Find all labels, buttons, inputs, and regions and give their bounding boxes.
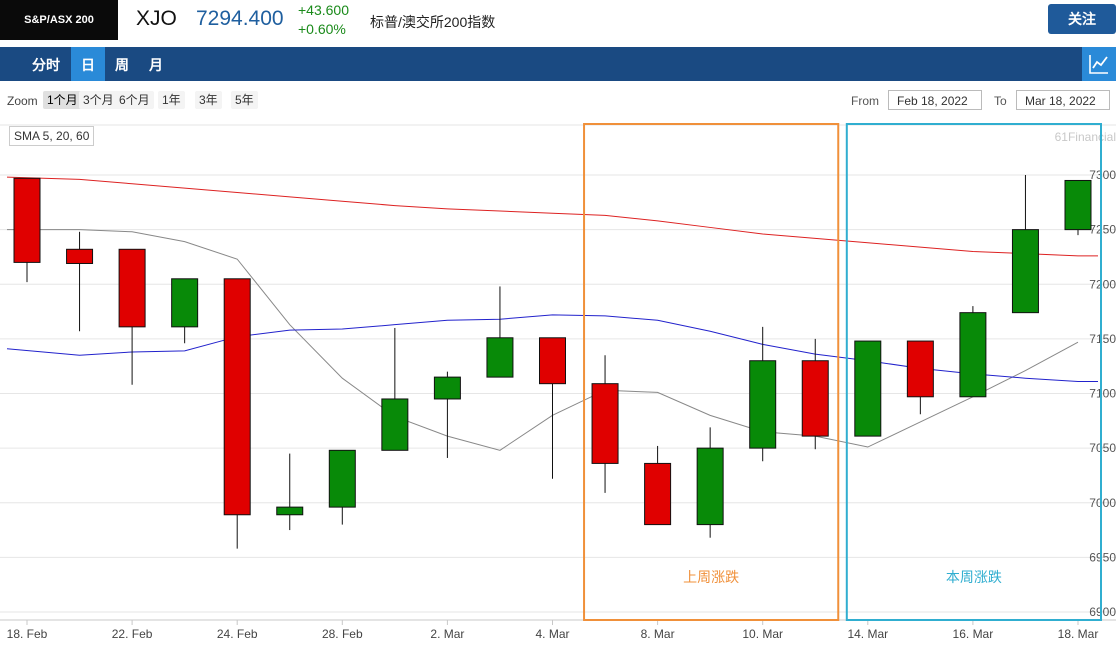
- candle-up: [1064, 179, 1092, 231]
- candle-up: [171, 278, 199, 328]
- zoom-3-years[interactable]: 3年: [195, 91, 222, 109]
- price-change: +43.600: [298, 2, 349, 18]
- y-tick-label: 7050: [1089, 441, 1116, 455]
- follow-button[interactable]: 关注: [1048, 4, 1116, 34]
- candle-down: [906, 340, 934, 398]
- zoom-5-years[interactable]: 5年: [231, 91, 258, 109]
- x-tick-label: 10. Mar: [742, 627, 783, 641]
- last-week-box: [583, 123, 840, 621]
- candle-up: [959, 312, 987, 398]
- line-chart-icon: [1089, 55, 1108, 74]
- tab-daily[interactable]: 日: [71, 47, 105, 81]
- candle-down: [223, 278, 251, 516]
- x-tick-label: 16. Mar: [953, 627, 994, 641]
- period-tab-bar: 分时 日 周 月: [0, 47, 1116, 81]
- candle-up: [749, 360, 777, 449]
- quote-header: S&P/ASX 200 XJO 7294.400 +43.600 +0.60% …: [0, 0, 1116, 43]
- last-week-box-label: 上周涨跌: [683, 570, 739, 586]
- from-date-input[interactable]: Feb 18, 2022: [888, 90, 982, 110]
- this-week-box: [845, 123, 1102, 621]
- sma-60-line: [6, 176, 1098, 257]
- y-tick-label: 7150: [1089, 332, 1116, 346]
- y-tick-label: 7100: [1089, 387, 1116, 401]
- zoom-6-months[interactable]: 6个月: [115, 91, 154, 109]
- range-selector: Zoom 1个月 3个月 6个月 1年 3年 5年 From Feb 18, 2…: [0, 88, 1116, 114]
- candle-down: [801, 360, 829, 437]
- y-tick-label: 6900: [1089, 605, 1116, 619]
- candle-down: [118, 248, 146, 328]
- symbol: XJO: [136, 7, 177, 30]
- x-tick-label: 14. Mar: [847, 627, 888, 641]
- candle-up: [276, 506, 304, 516]
- zoom-label: Zoom: [7, 94, 38, 108]
- candlestick-chart[interactable]: 6900 6950 7000 7050 7100 7150 7200 7250 7300 61Fi…: [0, 118, 1116, 660]
- candle-up: [433, 376, 461, 400]
- tab-intraday[interactable]: 分时: [32, 57, 60, 73]
- candle-up: [328, 449, 356, 508]
- x-tick-label: 24. Feb: [217, 627, 258, 641]
- from-label: From: [851, 94, 879, 108]
- to-label: To: [994, 94, 1007, 108]
- y-tick-label: 7300: [1089, 168, 1116, 182]
- x-tick-label: 22. Feb: [112, 627, 153, 641]
- candle-up: [381, 398, 409, 451]
- candle-down: [591, 383, 619, 464]
- candle-up: [854, 340, 882, 437]
- y-tick-label: 6950: [1089, 550, 1116, 564]
- zoom-3-months[interactable]: 3个月: [79, 91, 118, 109]
- x-tick-label: 2. Mar: [430, 627, 464, 641]
- candle-up: [1011, 229, 1039, 314]
- x-tick-label: 28. Feb: [322, 627, 363, 641]
- index-name: 标普/澳交所200指数: [370, 14, 496, 30]
- tab-weekly[interactable]: 周: [115, 57, 129, 73]
- to-date-input[interactable]: Mar 18, 2022: [1016, 90, 1110, 110]
- x-tick-label: 4. Mar: [535, 627, 569, 641]
- zoom-1-year[interactable]: 1年: [158, 91, 185, 109]
- y-tick-label: 7000: [1089, 496, 1116, 510]
- y-tick-label: 7250: [1089, 223, 1116, 237]
- zoom-1-month[interactable]: 1个月: [43, 91, 82, 109]
- this-week-box-label: 本周涨跌: [946, 570, 1002, 586]
- price-change-percent: +0.60%: [298, 21, 346, 37]
- candle-down: [539, 337, 566, 385]
- x-tick-label: 8. Mar: [641, 627, 675, 641]
- candle-up: [696, 447, 724, 526]
- index-logo: S&P/ASX 200: [0, 0, 118, 40]
- indicator-label: SMA 5, 20, 60: [9, 126, 95, 146]
- y-tick-label: 7200: [1089, 277, 1116, 291]
- candle-down: [66, 248, 94, 264]
- chart-type-button[interactable]: [1082, 47, 1116, 81]
- candle-up: [486, 337, 514, 378]
- candle-down: [644, 462, 672, 526]
- x-tick-label: 18. Mar: [1058, 627, 1099, 641]
- tab-monthly[interactable]: 月: [149, 57, 163, 73]
- sma-20-line: [6, 314, 1098, 382]
- candle-down: [13, 177, 41, 263]
- watermark-label: 61Financial: [1055, 130, 1116, 144]
- x-tick-label: 18. Feb: [7, 627, 48, 641]
- last-price: 7294.400: [196, 7, 284, 30]
